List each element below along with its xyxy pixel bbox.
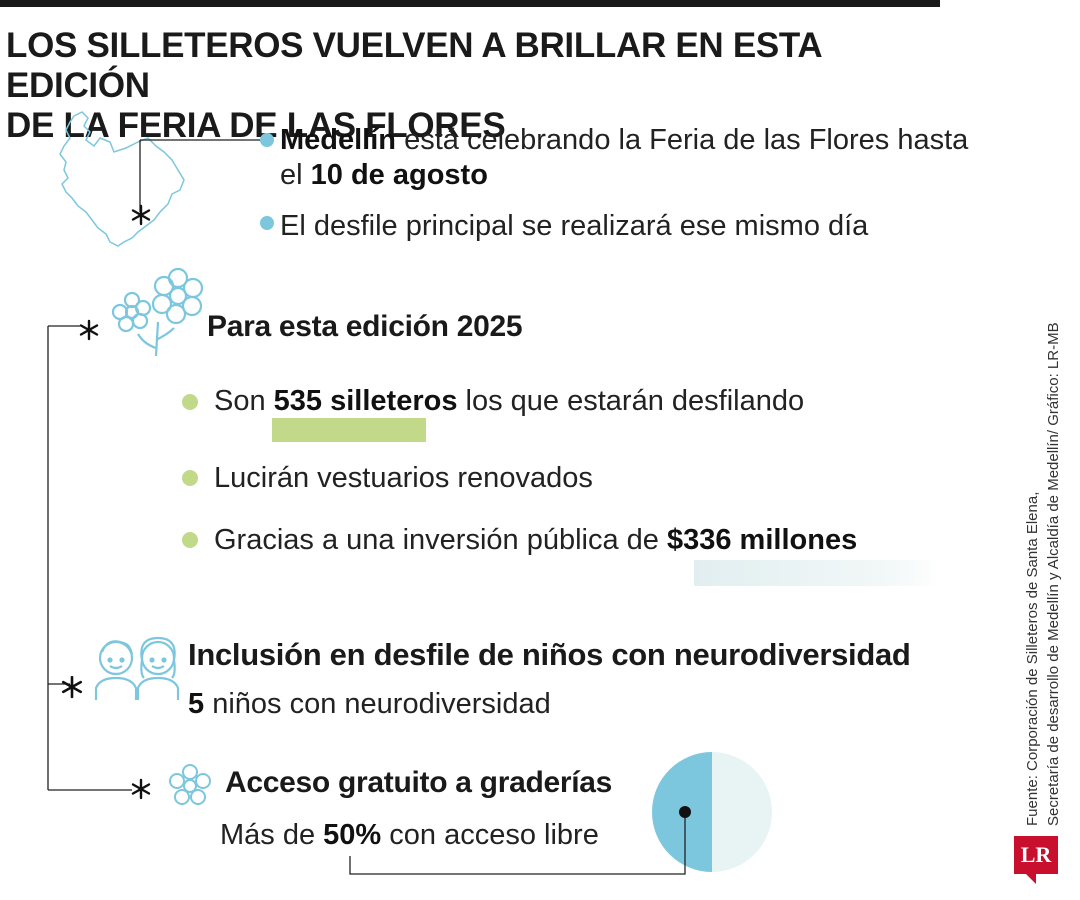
- item-prefix: Lucirán vestuarios renovados: [214, 462, 593, 494]
- bullet-dot: [182, 394, 198, 410]
- top-rule: [0, 0, 940, 7]
- highlight-bar: [272, 418, 426, 442]
- access-pie: [349, 752, 772, 875]
- edicion-item-2: Lucirán vestuarios renovados: [214, 459, 593, 497]
- lr-logo: LR: [1014, 836, 1058, 874]
- edicion-heading: Para esta edición 2025: [207, 310, 523, 343]
- tree-connector: [47, 325, 132, 791]
- edicion-item-1: Son 535 silleteros los que estarán desfi…: [214, 382, 804, 420]
- acceso-detail: Más de 50% con acceso libre: [220, 816, 599, 854]
- highlight-bar: [694, 560, 940, 586]
- source-note: Fuente: Corporación de Silleteros de San…: [1018, 290, 1078, 830]
- acceso-percent: 50%: [323, 819, 382, 851]
- lr-logo-tail: [1026, 874, 1036, 884]
- inclusion-count: 5: [188, 688, 205, 720]
- item-bold: $336 millones: [666, 524, 858, 556]
- asterisk-icon: [61, 675, 83, 699]
- pie-marker: [679, 806, 691, 818]
- bullet-dot: [182, 532, 198, 548]
- edicion-item-3: Gracias a una inversión pública de $336 …: [214, 521, 857, 559]
- intro-bullet-2: El desfile principal se realizará ese mi…: [280, 210, 869, 242]
- pie-connector: [349, 812, 686, 875]
- item-bold: 535 silleteros: [273, 385, 458, 417]
- source-line-2: Secretaría de desarrollo de Medellín y A…: [1045, 322, 1062, 826]
- asterisk-icon: [79, 319, 99, 341]
- bullet-dot: [260, 216, 274, 230]
- map-icon: [59, 111, 185, 247]
- acceso-suffix: con acceso libre: [381, 819, 599, 851]
- title-line-2: DE LA FERIA DE LAS FLORES: [6, 106, 506, 145]
- item-suffix: los que estarán desfilando: [457, 385, 805, 417]
- inclusion-text: niños con neurodiversidad: [204, 688, 551, 720]
- acceso-prefix: Más de: [220, 819, 324, 851]
- intro-line2-prefix: el: [280, 159, 311, 191]
- intro-text: está celebrando la Feria de las Flores h…: [396, 124, 969, 156]
- item-prefix: Gracias a una inversión pública de: [214, 524, 667, 556]
- bullet-dot: [182, 470, 198, 486]
- flower-icon: [111, 267, 204, 357]
- intro-bullet-1: Medellín está celebrando la Feria de las…: [280, 121, 968, 159]
- intro-date: 10 de agosto: [310, 159, 488, 191]
- small-flower-icon: [169, 764, 211, 805]
- inclusion-detail: 5 niños con neurodiversidad: [188, 685, 551, 723]
- bullet-dot: [260, 133, 274, 147]
- asterisk-icon: [131, 204, 151, 226]
- intro-city: Medellín: [280, 124, 397, 156]
- intro-bullet-1-line2: el 10 de agosto: [280, 156, 488, 194]
- asterisk-icon: [131, 778, 151, 800]
- source-line-1: Fuente: Corporación de Silleteros de San…: [1024, 491, 1041, 826]
- map-connector: [139, 139, 260, 212]
- item-prefix: Son: [214, 385, 274, 417]
- page-title: LOS SILLETEROS VUELVEN A BRILLAR EN ESTA…: [6, 26, 966, 146]
- acceso-heading: Acceso gratuito a graderías: [225, 766, 613, 799]
- title-line-1: LOS SILLETEROS VUELVEN A BRILLAR EN ESTA…: [6, 26, 822, 105]
- inclusion-heading: Inclusión en desfile de niños con neurod…: [188, 637, 911, 672]
- children-icon: [94, 636, 180, 700]
